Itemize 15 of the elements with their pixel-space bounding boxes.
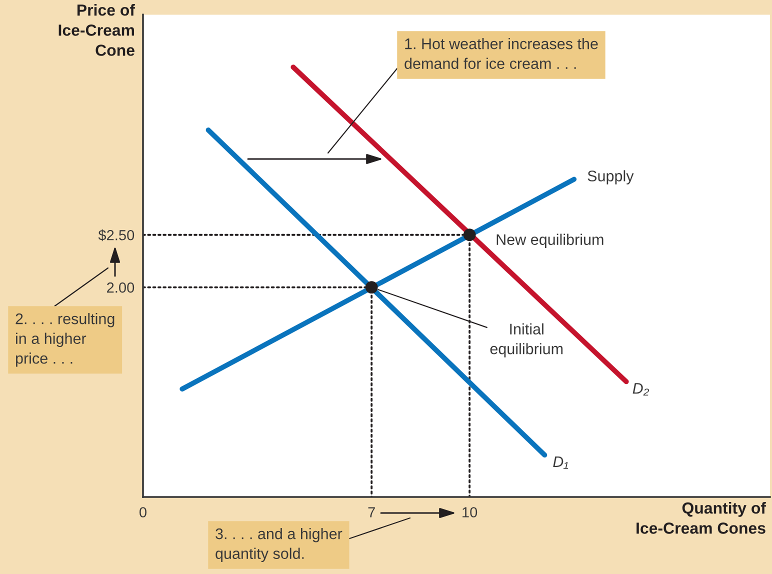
x-tick-label: 7: [368, 507, 375, 518]
series-label: Supply: [588, 170, 634, 184]
series-label: D₂: [632, 383, 650, 396]
x-tick-label: 0: [140, 507, 146, 518]
x-axis-title: Quantity of Ice-Cream Cones: [636, 502, 766, 534]
annotation: New equilibrium: [496, 234, 604, 248]
series-label: D₁: [553, 456, 568, 469]
y-tick-label: 2.00: [107, 282, 134, 293]
text: 3. . . . and a higher quantity sold.: [216, 528, 342, 562]
x-tick-label: 10: [462, 507, 478, 518]
y-axis-title: Price of Ice-Cream Cone: [58, 4, 136, 56]
annotation: Initial equilibrium: [490, 323, 563, 358]
annotation: 1. Hot weather increases the demand for ice cream . . .: [404, 38, 598, 69]
y-tick-label: $2.50: [98, 229, 134, 242]
text: 2. . . . resulting in a higher price . . .: [16, 313, 114, 367]
